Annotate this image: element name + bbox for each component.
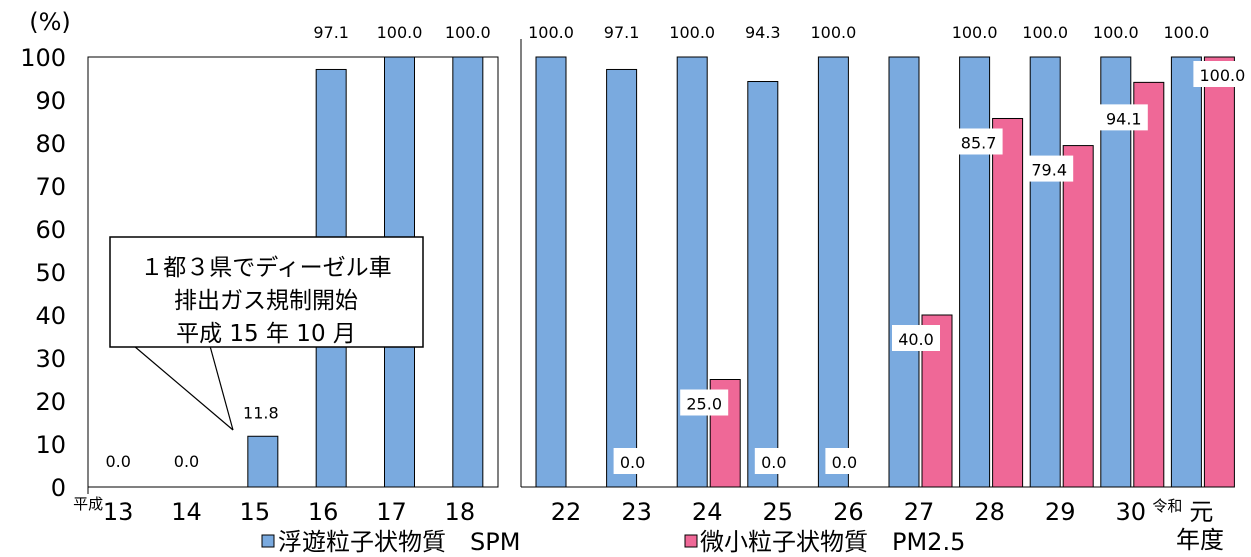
bar-pm25 (1133, 81, 1165, 488)
bar-spm (817, 56, 849, 488)
data-label-pm25: 0.0 (761, 453, 786, 472)
data-label-spm: 11.8 (243, 403, 279, 422)
data-label-spm: 94.3 (745, 23, 781, 42)
callout-box (109, 236, 424, 348)
bar-spm (676, 56, 708, 488)
era-prefix-label: 令和 (1152, 497, 1182, 515)
data-label-box (754, 448, 793, 474)
data-label-pm25: 0.0 (620, 453, 645, 472)
data-label-pm25: 0.0 (832, 453, 857, 472)
x-tick-label: 22 (551, 498, 582, 526)
legend: 浮遊粒子状物質 SPM 微小粒子状物質 PM2.5 (261, 528, 965, 556)
data-label-box (1025, 155, 1074, 182)
x-tick-label: 18 (445, 498, 476, 526)
y-axis: 0 10 20 30 40 50 60 70 80 90 100 (%) (20, 8, 71, 502)
data-label-spm: 100.0 (1093, 23, 1139, 42)
data-label-spm: 100.0 (952, 23, 998, 42)
data-label-spm: 0.0 (105, 452, 130, 471)
legend-label-pm25: 微小粒子状物質 PM2.5 (700, 528, 965, 556)
x-tick-label: 26 (833, 498, 864, 526)
data-label-spm: 100.0 (528, 23, 574, 42)
callout-text-line: １都３県でディーゼル車 (140, 255, 391, 281)
x-tick-label: 14 (171, 498, 202, 526)
bar-spm (535, 56, 567, 488)
y-tick-label: 30 (35, 345, 66, 373)
x-tick-label: 17 (376, 498, 407, 526)
y-tick-label: 40 (35, 302, 66, 330)
legend-swatch-spm (261, 534, 275, 548)
data-label-spm: 100.0 (1022, 23, 1068, 42)
callout-text-line: 排出ガス規制開始 (174, 288, 358, 314)
bar-pm25 (1203, 56, 1235, 488)
bar-pm25 (1062, 145, 1094, 488)
bar-spm (888, 56, 920, 488)
bar-spm (452, 56, 484, 488)
x-tick-label: 27 (904, 498, 935, 526)
data-label-box (1099, 104, 1148, 131)
x-tick-label: 15 (240, 498, 271, 526)
x-tick-label: 30 (1116, 498, 1147, 526)
data-label-pm25: 25.0 (686, 395, 722, 414)
callout-pointer (209, 345, 234, 431)
data-label-spm: 100.0 (377, 23, 423, 42)
bar-spm (747, 81, 779, 488)
x-tick-label: 28 (974, 498, 1005, 526)
data-label-spm: 0.0 (174, 452, 199, 471)
legend-label-spm: 浮遊粒子状物質 SPM (278, 528, 520, 556)
data-label-box (892, 325, 940, 351)
data-label-spm: 97.1 (313, 23, 349, 42)
bar-spm (606, 68, 638, 488)
x-tick-label: 29 (1045, 498, 1076, 526)
bar-spm (247, 435, 279, 488)
y-tick-label: 80 (35, 130, 66, 158)
y-tick-label: 10 (35, 431, 66, 459)
x-tick-label: 13 (103, 498, 134, 526)
data-label-box (680, 389, 729, 416)
data-label-box (1193, 61, 1251, 87)
data-label-pm25: 85.7 (961, 133, 997, 152)
y-tick-label: 70 (35, 173, 66, 201)
y-tick-label: 100 (20, 44, 66, 72)
data-label-box (613, 448, 652, 474)
x-tick-label: 16 (308, 498, 339, 526)
y-axis-unit-label: (%) (29, 8, 71, 36)
data-label-spm: 100.0 (669, 23, 715, 42)
callout-pointer (133, 345, 234, 431)
bar-spm (1029, 56, 1061, 488)
x-tick-label: 24 (692, 498, 723, 526)
data-label-spm: 100.0 (445, 23, 491, 42)
bar-spm (959, 56, 991, 488)
x-axis-unit-label: 年度 (1176, 526, 1224, 554)
y-tick-label: 50 (35, 259, 66, 287)
y-tick-label: 60 (35, 216, 66, 244)
bar-pm25 (992, 117, 1024, 488)
data-label-pm25: 100.0 (1199, 66, 1245, 85)
x-tick-label: 25 (763, 498, 794, 526)
data-label-spm: 100.0 (810, 23, 856, 42)
callout-text-line: 平成 15 年 10 月 (176, 321, 356, 347)
data-label-box (954, 128, 1003, 155)
data-label-box (825, 448, 864, 474)
data-label-spm: 97.1 (604, 23, 640, 42)
y-tick-label: 0 (51, 474, 66, 502)
data-label-pm25: 94.1 (1106, 109, 1142, 128)
plot-frame-left (87, 56, 499, 488)
data-label-pm25: 79.4 (1031, 161, 1067, 180)
data-label-pm25: 40.0 (898, 330, 934, 349)
era-prefix-label: 平成 (73, 495, 103, 513)
x-tick-label: 23 (621, 498, 652, 526)
y-tick-label: 20 (35, 388, 66, 416)
bar-spm (1170, 56, 1202, 488)
y-tick-label: 90 (35, 87, 66, 115)
data-label-spm: 100.0 (1163, 23, 1209, 42)
x-tick-label: 元 (1189, 498, 1213, 526)
data-labels: 0.0 0.0 11.8 97.1 100.0 100.0 100.0 97.1 100.0 94… (105, 23, 1251, 474)
legend-swatch-pm25 (684, 534, 698, 548)
